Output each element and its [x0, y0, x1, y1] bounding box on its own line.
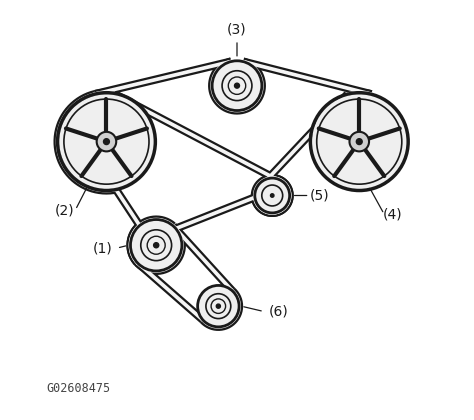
Text: (4): (4) [383, 207, 402, 221]
Circle shape [255, 178, 290, 213]
Circle shape [130, 220, 182, 271]
Circle shape [312, 94, 407, 189]
Circle shape [97, 132, 116, 151]
Text: (6): (6) [269, 304, 288, 318]
Circle shape [198, 286, 239, 327]
Circle shape [271, 194, 274, 197]
Circle shape [212, 61, 262, 110]
Circle shape [216, 304, 220, 308]
Circle shape [235, 83, 239, 88]
Text: (3): (3) [227, 23, 247, 37]
Circle shape [59, 94, 154, 189]
Circle shape [356, 139, 362, 144]
Circle shape [154, 243, 159, 248]
Circle shape [103, 139, 109, 144]
Circle shape [349, 132, 369, 151]
Text: (1): (1) [92, 241, 112, 255]
Text: (5): (5) [310, 189, 330, 202]
Text: G02608475: G02608475 [46, 382, 110, 395]
Text: (2): (2) [55, 203, 75, 217]
